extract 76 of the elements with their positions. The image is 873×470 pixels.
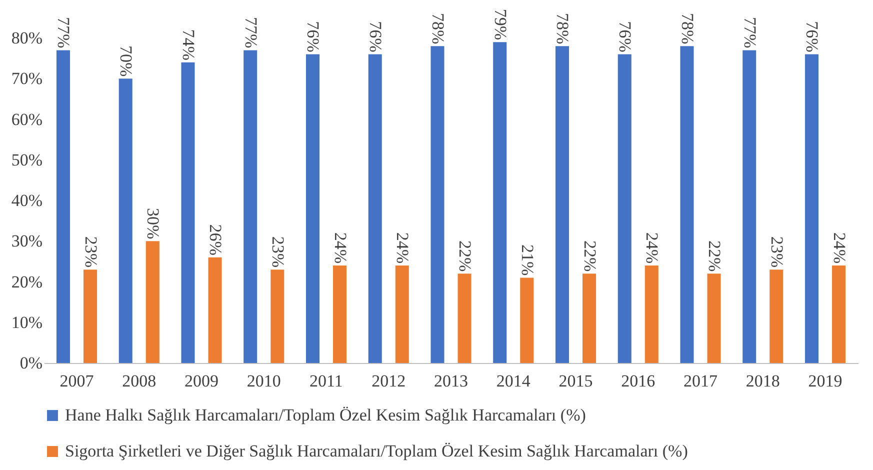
bar (520, 278, 534, 363)
data-label: 24% (830, 232, 849, 264)
x-tick-label: 2019 (808, 372, 842, 390)
legend-label: Hane Halkı Sağlık Harcamaları/Toplam Özel Kesim Sağlık Harcamaları (%) (65, 406, 586, 424)
x-tick-label: 2007 (60, 372, 94, 390)
bar (804, 54, 818, 363)
x-tick-label: 2013 (434, 372, 468, 390)
y-tick-label: 80% (11, 28, 42, 48)
x-tick-label: 2009 (184, 372, 218, 390)
x-tick-label: 2018 (746, 372, 780, 390)
x-tick-label: 2015 (558, 372, 593, 390)
data-label: 79% (490, 8, 510, 40)
data-label: 76% (304, 21, 323, 52)
data-label: 76% (366, 21, 386, 52)
data-label: 77% (54, 17, 74, 48)
bar (430, 46, 444, 363)
bar (742, 50, 756, 363)
y-tick-label: 30% (11, 232, 42, 251)
x-tick-label: 2016 (621, 372, 656, 390)
bar (306, 54, 320, 363)
x-tick-label: 2017 (684, 372, 718, 390)
bar (770, 270, 784, 363)
x-tick-label: 2008 (122, 372, 156, 390)
data-label: 24% (393, 232, 412, 264)
data-label: 24% (330, 232, 350, 264)
y-tick-label: 0% (20, 354, 42, 372)
data-label: 21% (518, 244, 537, 276)
bar (56, 50, 70, 363)
bar (118, 78, 132, 363)
bar (707, 274, 721, 363)
data-label: 78% (553, 12, 572, 44)
data-label: 77% (241, 17, 260, 48)
data-label: 23% (81, 236, 100, 268)
bar (680, 46, 694, 363)
y-tick-label: 10% (11, 312, 42, 332)
bar (84, 270, 98, 363)
data-label: 77% (740, 17, 760, 48)
x-tick-label: 2012 (372, 372, 406, 390)
bar (644, 266, 658, 363)
data-label: 78% (678, 12, 697, 44)
legend-label: Sigorta Şirketleri ve Diğer Sağlık Harcamaları/Toplam Özel Kesim Sağlık Harcamaları (%) (65, 442, 688, 460)
bar (555, 46, 569, 363)
y-tick-label: 20% (11, 272, 42, 292)
data-label: 23% (268, 236, 288, 268)
bar (368, 54, 382, 363)
x-tick-label: 2014 (496, 372, 531, 390)
data-label: 30% (144, 208, 163, 240)
data-label: 78% (428, 12, 448, 44)
bar (582, 274, 596, 363)
bar (208, 257, 222, 363)
data-label: 74% (178, 29, 198, 60)
bar (244, 50, 258, 363)
bar (181, 62, 195, 363)
bar (493, 42, 507, 363)
data-label: 70% (116, 45, 136, 77)
bar (395, 266, 409, 363)
data-label: 22% (705, 240, 724, 272)
bar (618, 54, 632, 363)
y-tick-label: 60% (11, 110, 42, 129)
bar (458, 274, 472, 363)
data-label: 26% (206, 224, 226, 256)
x-tick-label: 2010 (246, 372, 281, 390)
data-label: 22% (580, 240, 600, 272)
y-tick-label: 70% (11, 69, 42, 88)
bar (146, 241, 160, 363)
data-label: 76% (616, 21, 635, 52)
bar (832, 266, 846, 363)
x-tick-label: 2011 (310, 372, 343, 390)
bar (270, 270, 284, 363)
data-label: 76% (802, 21, 822, 52)
y-tick-label: 40% (11, 191, 42, 210)
data-label: 23% (767, 236, 786, 268)
y-tick-label: 50% (11, 150, 42, 170)
data-label: 24% (642, 232, 662, 264)
data-label: 22% (456, 240, 475, 272)
bar (333, 266, 347, 363)
